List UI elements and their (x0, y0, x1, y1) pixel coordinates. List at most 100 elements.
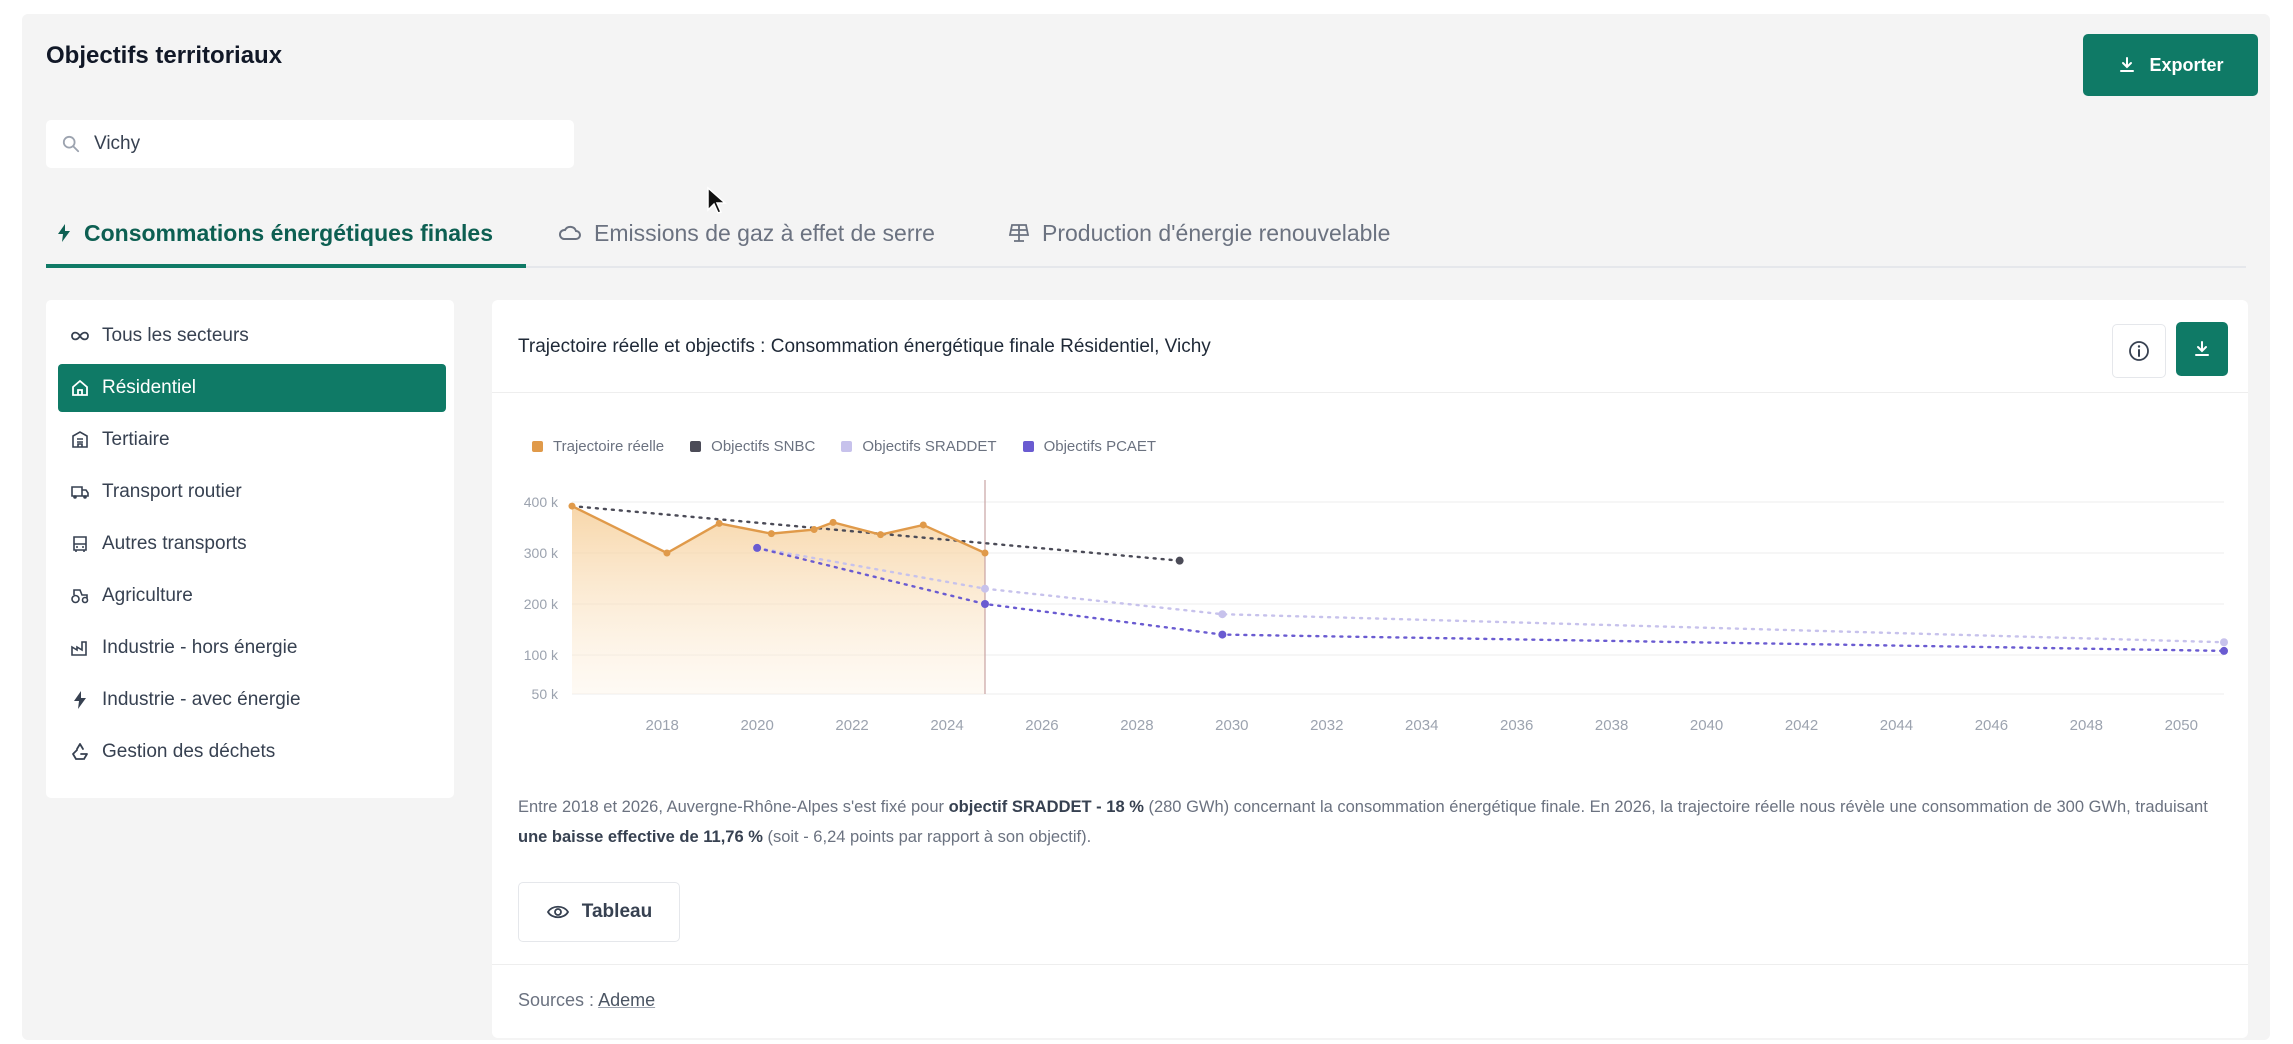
desc-bold: une baisse effective de 11,76 % (518, 828, 763, 846)
tableau-button[interactable]: Tableau (518, 882, 680, 942)
sidebar-item-autres-transports[interactable]: Autres transports (58, 520, 446, 568)
x-tick-label: 2026 (1025, 717, 1058, 734)
legend-item-pcaet[interactable]: Objectifs PCAET (1022, 438, 1157, 455)
series-point-pcaet (2220, 646, 2228, 655)
card-title: Trajectoire réelle et objectifs : Consom… (518, 336, 1211, 357)
legend-label: Objectifs PCAET (1043, 438, 1157, 455)
series-point-pcaet (753, 543, 762, 552)
chart-card: Trajectoire réelle et objectifs : Consom… (492, 300, 2248, 1038)
building-icon (72, 431, 88, 448)
x-tick-label: 2022 (835, 717, 868, 734)
y-tick-label: 300 k (524, 545, 559, 561)
card-header: Trajectoire réelle et objectifs : Consom… (492, 300, 2248, 393)
x-tick-label: 2020 (740, 717, 773, 734)
page-title: Objectifs territoriaux (46, 42, 283, 69)
tab-bar: Consommations énergétiques finales Emiss… (46, 198, 2246, 268)
sidebar-item-tous-les-secteurs[interactable]: Tous les secteurs (58, 312, 446, 360)
chart-legend: Trajectoire réelle Objectifs SNBC Object… (532, 438, 1156, 455)
export-button[interactable]: Exporter (2083, 34, 2258, 96)
sources-link[interactable]: Ademe (598, 990, 656, 1010)
series-point-reel (767, 530, 775, 538)
x-tick-label: 2032 (1310, 717, 1343, 734)
sidebar-item-transport-routier[interactable]: Transport routier (58, 468, 446, 516)
sidebar-item-label: Industrie - avec énergie (102, 689, 301, 710)
trajectory-chart: 400 k 300 k 200 k 100 k 50 k 2018 2020 2022 2024… (524, 480, 2228, 734)
series-line-sraddet (755, 546, 2226, 644)
sidebar-item-industrie-hors-energie[interactable]: Industrie - hors énergie (58, 624, 446, 672)
sidebar-item-agriculture[interactable]: Agriculture (58, 572, 446, 620)
tab-divider (46, 266, 2246, 268)
bolt-icon (58, 224, 70, 242)
active-tab-indicator (46, 264, 526, 268)
legend-label: Objectifs SRADDET (862, 438, 997, 455)
tab-label: Consommations énergétiques finales (84, 219, 493, 246)
tractor-icon (71, 589, 89, 604)
cloud-icon (558, 225, 581, 240)
series-point-reel (919, 521, 927, 529)
series-point-pcaet (1218, 630, 1227, 639)
x-tick-label: 2034 (1405, 717, 1438, 734)
legend-item-snbc[interactable]: Objectifs SNBC (690, 438, 815, 455)
sources-label: Sources : (518, 990, 595, 1010)
y-tick-label: 50 k (532, 686, 559, 702)
tab-production[interactable]: Production d'énergie renouvelable (1008, 208, 1390, 258)
truck-icon (71, 486, 89, 499)
series-point-sraddet (1218, 610, 1227, 619)
reel-area (572, 506, 985, 694)
x-tick-label: 2030 (1215, 717, 1248, 734)
search-icon (62, 135, 80, 153)
desc-text: (280 GWh) concernant la consommation éne… (1143, 798, 2208, 816)
sector-sidebar: Tous les secteurs Résidentiel Tertiaire … (46, 300, 454, 798)
sidebar-item-gestion-des-dechets[interactable]: Gestion des déchets (58, 728, 446, 776)
download-chart-button[interactable] (2176, 322, 2228, 376)
series-point-pcaet (981, 600, 989, 608)
legend-swatch (690, 441, 702, 452)
x-tick-label: 2028 (1120, 717, 1153, 734)
series-point-reel (663, 549, 671, 557)
sidebar-item-label: Industrie - hors énergie (102, 637, 298, 658)
series-point-sraddet (981, 584, 989, 593)
card-divider (492, 964, 2248, 965)
factory-icon (71, 641, 87, 656)
search-input[interactable] (92, 132, 536, 156)
tab-label: Emissions de gaz à effet de serre (594, 219, 935, 246)
infinity-icon (71, 331, 89, 341)
bus-icon (73, 536, 87, 552)
series-point-reel (715, 519, 723, 527)
sidebar-item-label: Transport routier (102, 481, 242, 502)
legend-item-sraddet[interactable]: Objectifs SRADDET (841, 438, 997, 455)
solar-panel-icon (1008, 224, 1030, 242)
sidebar-item-label: Agriculture (102, 585, 193, 606)
chart-description: Entre 2018 et 2026, Auvergne-Rhône-Alpes… (518, 792, 2218, 852)
sources: Sources : Ademe (518, 990, 655, 1011)
x-tick-label: 2044 (1880, 717, 1913, 734)
sidebar-item-label: Tous les secteurs (102, 325, 249, 346)
tab-emissions[interactable]: Emissions de gaz à effet de serre (558, 208, 935, 258)
sidebar-item-industrie-avec-energie[interactable]: Industrie - avec énergie (58, 676, 446, 724)
tab-consommations[interactable]: Consommations énergétiques finales (56, 208, 493, 258)
y-tick-label: 100 k (524, 647, 559, 663)
house-icon (72, 379, 88, 396)
series-point-sraddet (2220, 638, 2228, 647)
sidebar-item-residentiel[interactable]: Résidentiel (58, 364, 446, 412)
desc-bold: objectif SRADDET - 18 % (948, 798, 1144, 816)
sidebar-item-tertiaire[interactable]: Tertiaire (58, 416, 446, 464)
x-tick-label: 2038 (1595, 717, 1628, 734)
search-box[interactable] (46, 120, 574, 168)
desc-text: (soit - 6,24 points par rapport à son ob… (762, 828, 1092, 846)
download-icon (2195, 341, 2209, 356)
info-button[interactable] (2112, 324, 2166, 378)
sidebar-item-label: Résidentiel (102, 377, 196, 398)
series-point-reel (877, 531, 885, 539)
tab-label: Production d'énergie renouvelable (1042, 219, 1391, 246)
series-point-reel (829, 518, 837, 526)
legend-label: Trajectoire réelle (553, 438, 665, 455)
series-line-pcaet (755, 546, 2226, 653)
tableau-label: Tableau (581, 901, 653, 922)
mouse-cursor-icon (707, 186, 727, 214)
eye-icon (546, 905, 569, 919)
legend-item-reel[interactable]: Trajectoire réelle (532, 438, 664, 455)
x-tick-label: 2042 (1785, 717, 1818, 734)
y-tick-label: 200 k (524, 596, 559, 612)
series-point-reel (568, 502, 576, 510)
